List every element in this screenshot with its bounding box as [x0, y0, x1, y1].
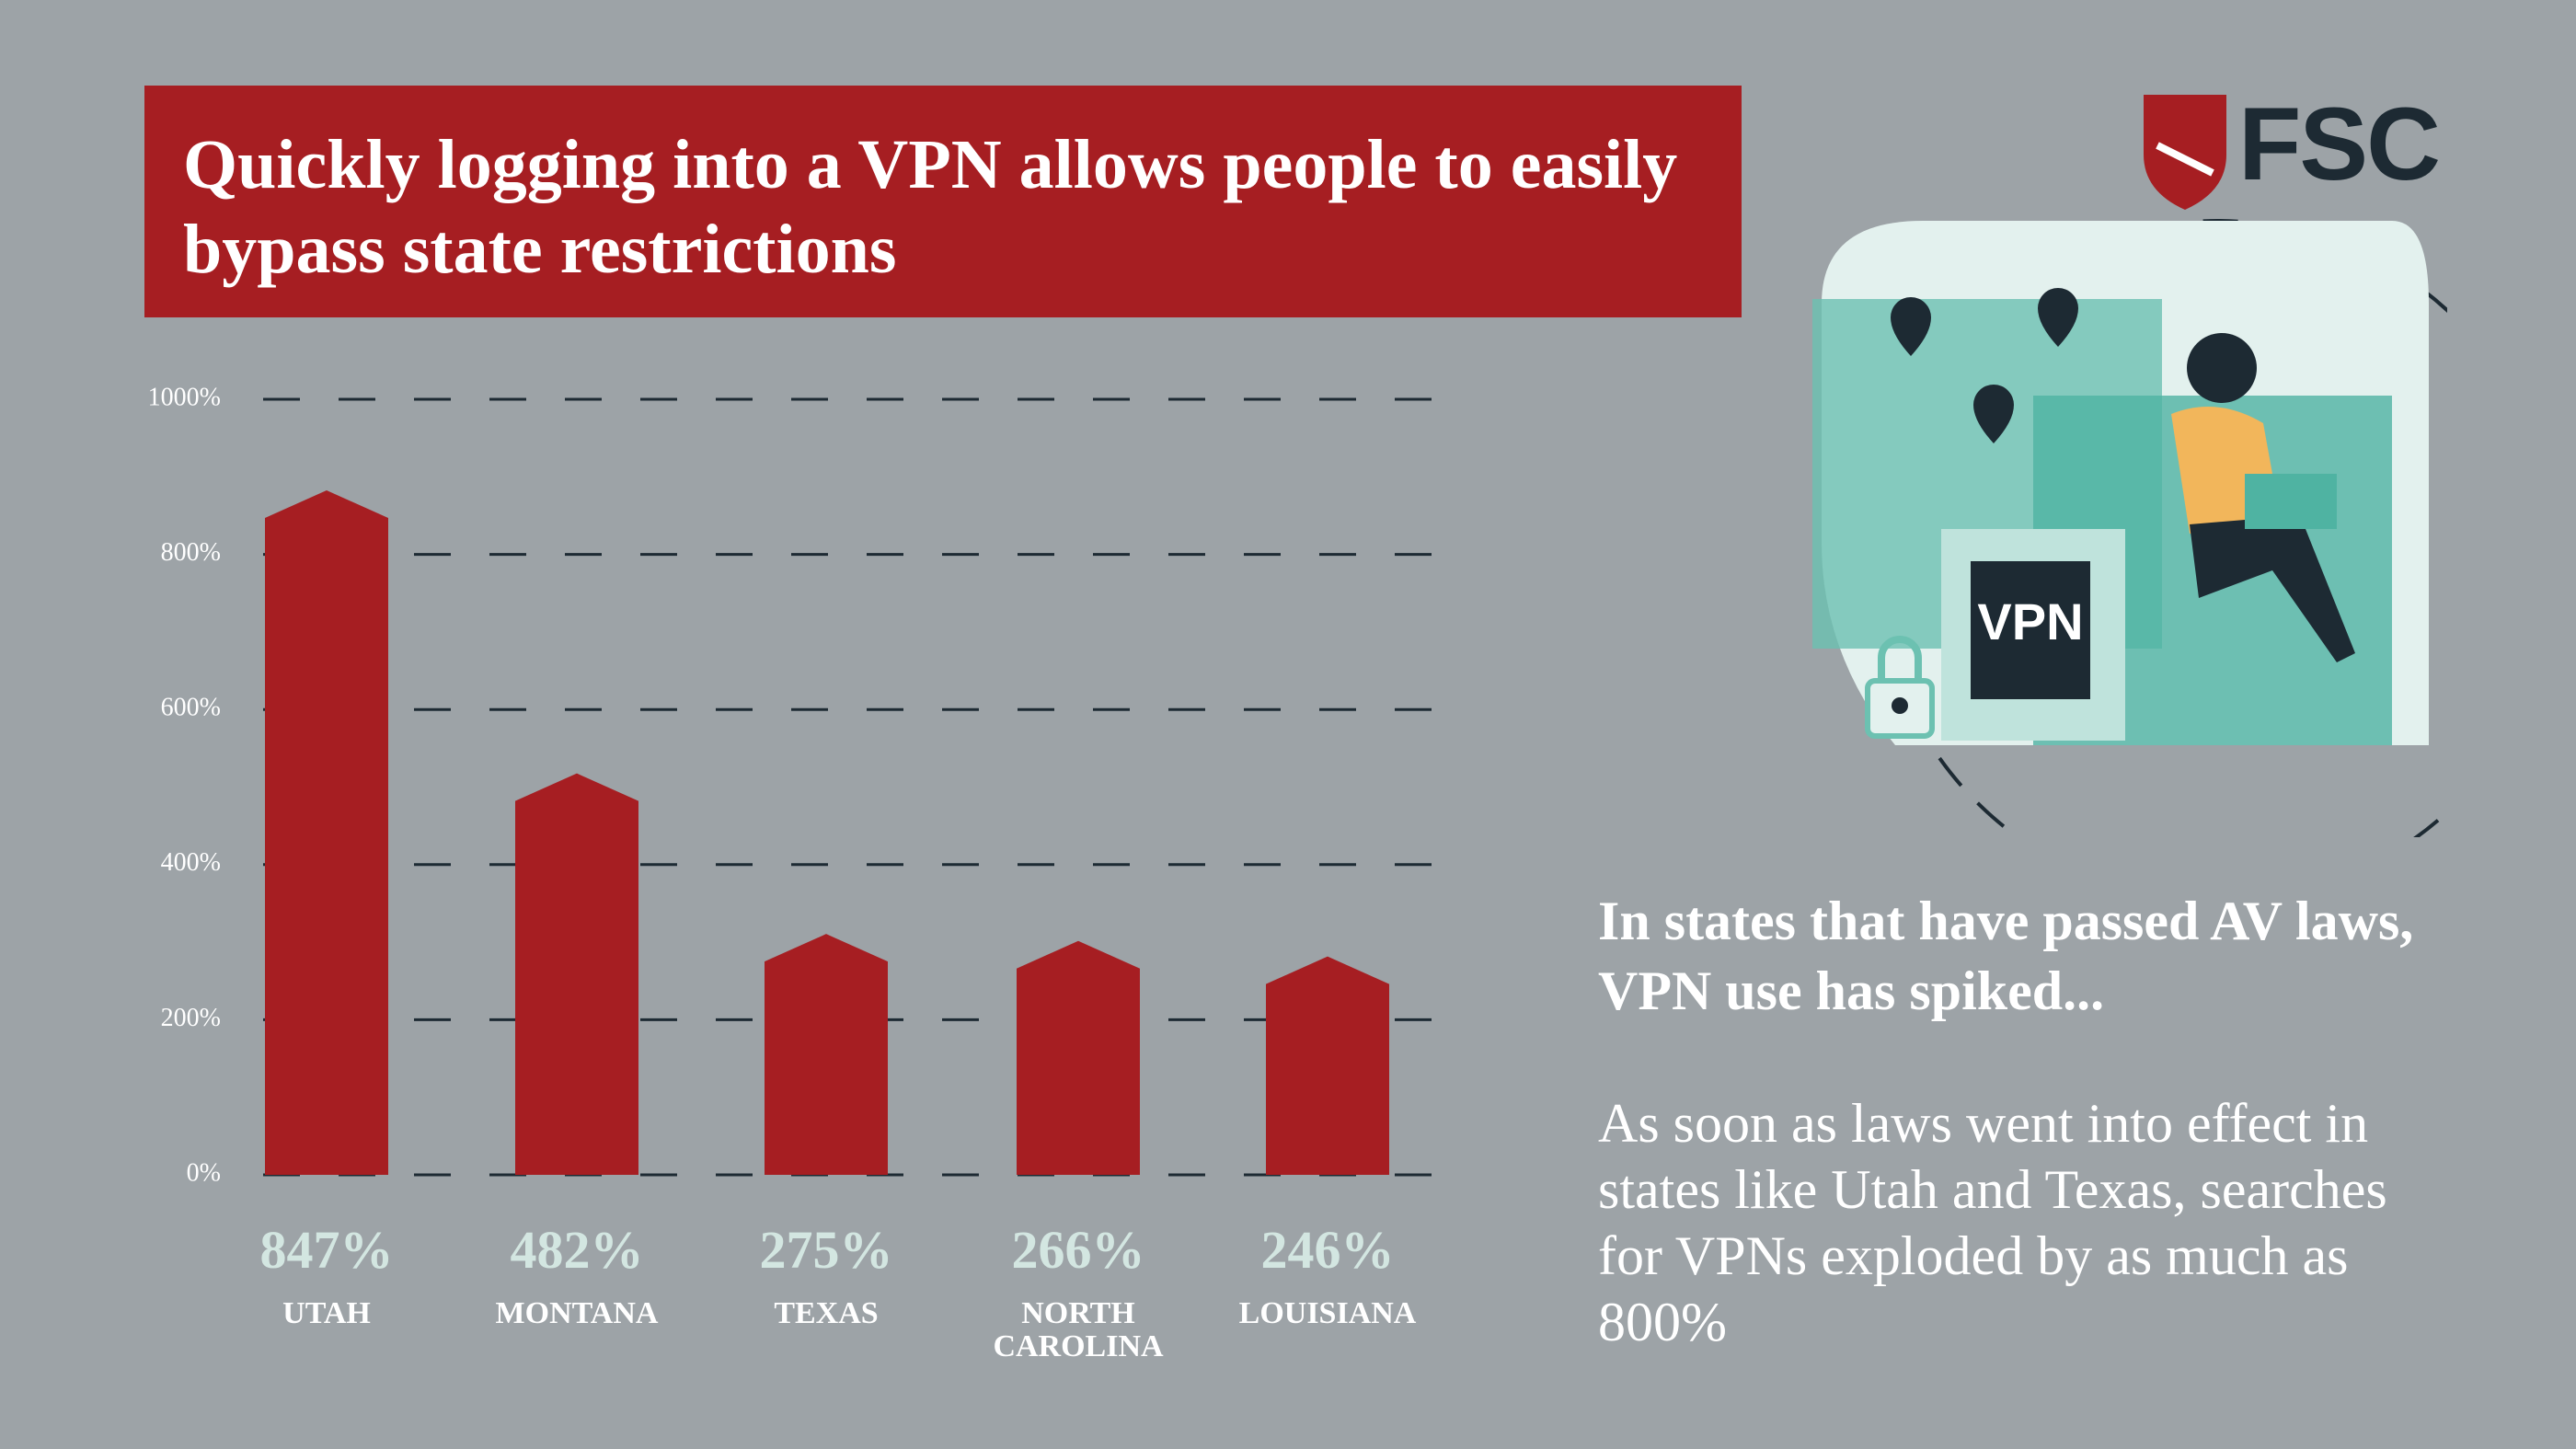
y-tick-label: 1000%: [148, 383, 221, 411]
heading: In states that have passed AV laws, VPN …: [1598, 891, 2414, 1021]
value-label: 275%: [759, 1220, 893, 1280]
chart-title: Quickly logging into a VPN allows people…: [183, 126, 1678, 288]
laptop: [2245, 474, 2337, 529]
x-tick-label: LOUISIANA: [1238, 1296, 1417, 1330]
bar: [1017, 940, 1140, 1175]
bar: [265, 489, 388, 1175]
x-tick-label: NORTH CAROLINA: [993, 1296, 1164, 1363]
logo-shield: [2144, 95, 2226, 210]
value-label: 847%: [259, 1220, 394, 1280]
chart: 0% 200% 400% 600% 800% 1000%: [148, 383, 1438, 1187]
vpn-card: [1971, 561, 2090, 699]
x-tick-label: UTAH: [282, 1296, 371, 1330]
person-head: [2187, 333, 2257, 403]
vpn-label: VPN: [1977, 592, 2083, 650]
y-tick-label: 600%: [161, 694, 221, 722]
bar: [515, 773, 638, 1175]
y-tick-label: 200%: [161, 1004, 221, 1032]
x-tick-label: TEXAS: [774, 1296, 879, 1330]
value-label: 482%: [510, 1220, 644, 1280]
value-label: 266%: [1011, 1220, 1145, 1280]
logo: FSC: [2238, 86, 2441, 201]
map-pins: [1891, 288, 2078, 443]
y-tick-label: 400%: [161, 848, 221, 877]
y-tick-label: 800%: [161, 538, 221, 567]
lock-shackle: [1878, 636, 1922, 681]
illustration: VPN: [1812, 219, 2447, 837]
bar: [1266, 956, 1389, 1175]
value-label: 246%: [1260, 1220, 1395, 1280]
lock-hole: [1892, 697, 1908, 714]
y-tick-label: 0%: [187, 1158, 221, 1187]
x-tick-label: MONTANA: [495, 1296, 659, 1330]
bar: [765, 934, 888, 1175]
body-text: As soon as laws went into effect in stat…: [1598, 1093, 2387, 1352]
title-banner: Quickly logging into a VPN allows people…: [144, 86, 1742, 317]
person-legs: [2190, 515, 2355, 662]
